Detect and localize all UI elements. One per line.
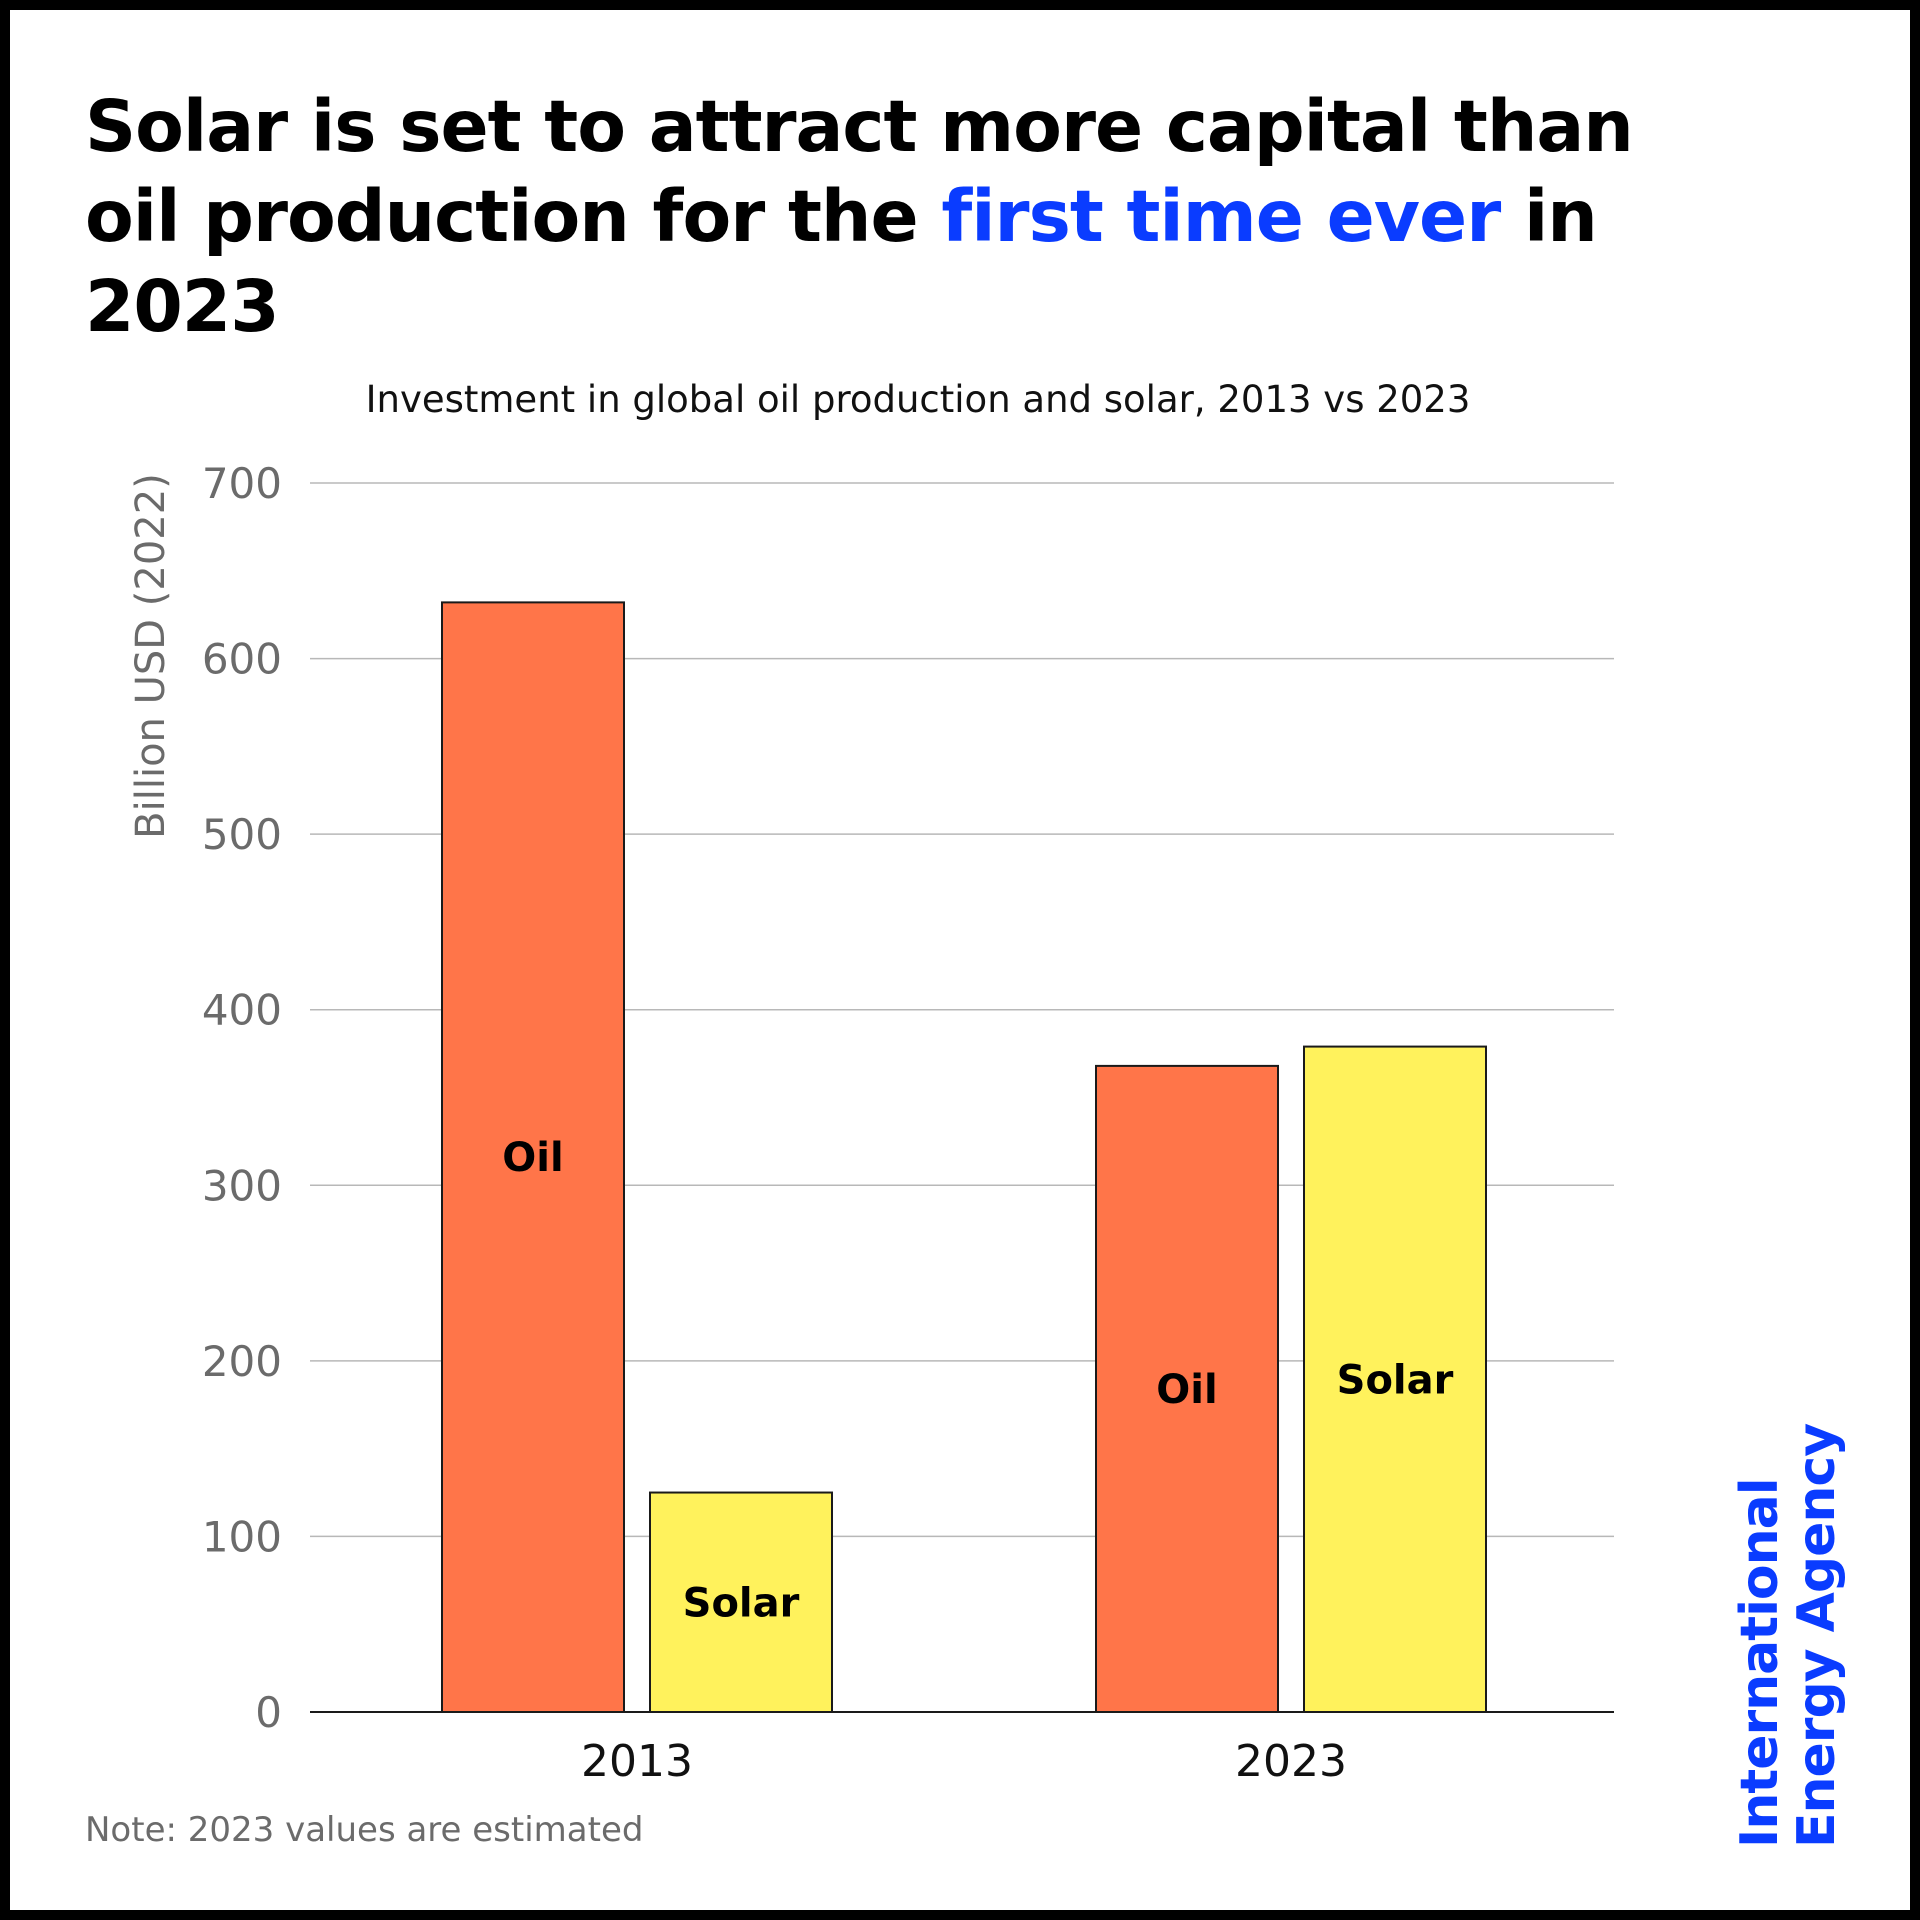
y-tick-label: 500 [202, 810, 282, 859]
chart-card: Solar is set to attract more capital tha… [10, 10, 1910, 1910]
bar-label: Oil [502, 1135, 563, 1181]
bar-oil-2013 [441, 601, 625, 1713]
chart-headline: Solar is set to attract more capital tha… [85, 82, 1685, 352]
footnote: Note: 2023 values are estimated [85, 1810, 644, 1850]
bar-label: Solar [683, 1580, 800, 1626]
y-tick-label: 200 [202, 1337, 282, 1386]
x-tick-label: 2023 [1235, 1736, 1347, 1787]
title-text-end: in 2023 [85, 175, 1598, 348]
y-tick-label: 300 [202, 1161, 282, 1210]
y-tick-label: 600 [202, 635, 282, 684]
y-tick-label: 100 [202, 1512, 282, 1561]
y-tick-label: 700 [202, 459, 282, 508]
bar-solar-2023 [1303, 1045, 1487, 1713]
bar-label: Oil [1156, 1367, 1217, 1413]
y-tick-label: 0 [255, 1688, 282, 1737]
bar-label: Solar [1337, 1357, 1454, 1403]
logo-line-2: Energy Agency [1787, 1423, 1847, 1848]
bar-chart: 0 100 200 300 400 500 600 700 Billion USD (2022)… [128, 459, 1614, 1787]
title-text: Solar is set to attract more capital tha… [85, 85, 1634, 258]
x-tick-label: 2013 [581, 1736, 693, 1787]
y-tick-label: 400 [202, 986, 282, 1035]
title-highlight: first time ever [941, 175, 1501, 258]
chart-title: Investment in global oil production and … [365, 378, 1471, 421]
y-axis-label: Billion USD (2022) [128, 473, 174, 839]
iea-logo: International Energy Agency [1730, 1423, 1847, 1848]
logo-line-1: International [1730, 1478, 1790, 1848]
